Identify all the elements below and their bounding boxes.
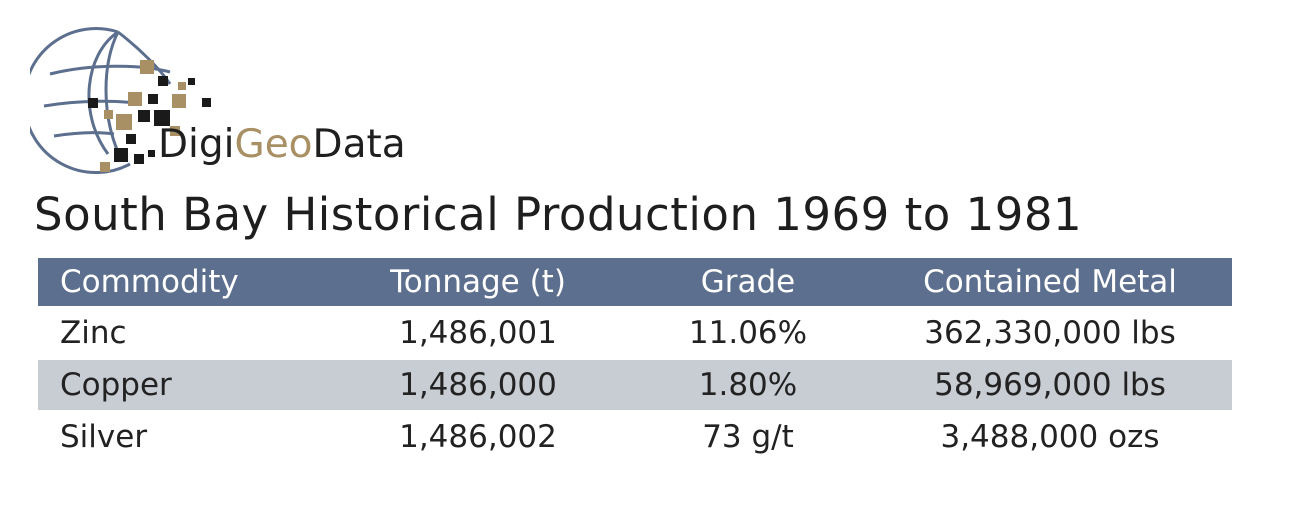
cell-grade: 11.06% — [688, 315, 808, 351]
cell-grade: 1.80% — [628, 360, 868, 410]
logo-text-geo: Geo — [234, 122, 313, 167]
cell-contained-metal: 3,488,000 ozs — [940, 419, 1160, 455]
cell-tonnage: 1,486,002 — [399, 419, 557, 455]
cell-contained-metal: 58,969,000 lbs — [868, 360, 1232, 410]
cell-commodity: Copper — [38, 360, 328, 410]
table-header-row: Commodity Tonnage (t) Grade Contained Me… — [38, 258, 1232, 306]
globe-logo-icon — [30, 27, 211, 175]
cell-commodity: Silver — [60, 419, 148, 455]
cell-contained-metal: 362,330,000 lbs — [924, 315, 1176, 351]
column-header-grade: Grade — [628, 258, 868, 306]
column-header-contained-metal: Contained Metal — [868, 258, 1232, 306]
cell-commodity: Zinc — [60, 315, 127, 351]
logo-text-digi: Digi — [158, 122, 235, 167]
cell-tonnage: 1,486,000 — [328, 360, 628, 410]
column-header-commodity: Commodity — [38, 258, 328, 306]
production-table: Commodity Tonnage (t) Grade Contained Me… — [38, 258, 1232, 464]
table-row: Silver 1,486,002 73 g/t 3,488,000 ozs — [38, 410, 1232, 464]
logo-wordmark: DigiGeoData — [158, 122, 406, 167]
column-header-tonnage: Tonnage (t) — [328, 258, 628, 306]
table-row: Copper 1,486,000 1.80% 58,969,000 lbs — [38, 360, 1232, 410]
page-title: South Bay Historical Production 1969 to … — [34, 188, 1083, 241]
table-row: Zinc 1,486,001 11.06% 362,330,000 lbs — [38, 306, 1232, 360]
cell-tonnage: 1,486,001 — [399, 315, 557, 351]
logo-text-data: Data — [312, 122, 406, 167]
logo: DigiGeoData — [30, 14, 430, 179]
cell-grade: 73 g/t — [702, 419, 794, 455]
